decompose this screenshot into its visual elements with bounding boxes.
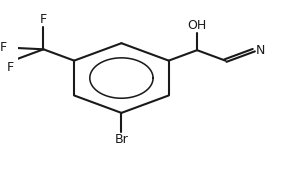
Text: F: F — [7, 61, 14, 74]
Text: Br: Br — [114, 133, 128, 146]
Text: N: N — [256, 44, 265, 57]
Text: F: F — [0, 41, 7, 54]
Text: F: F — [40, 13, 47, 26]
Text: OH: OH — [187, 19, 207, 32]
